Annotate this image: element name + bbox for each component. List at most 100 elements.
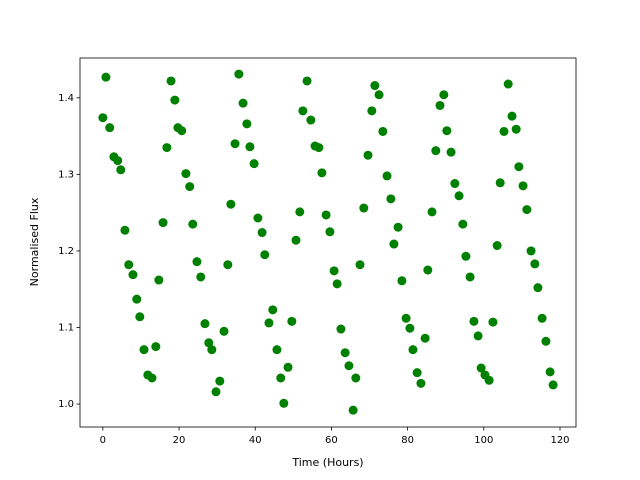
point: [545, 367, 555, 377]
point: [215, 376, 225, 386]
point: [124, 260, 134, 270]
point: [340, 348, 350, 358]
point: [393, 222, 403, 232]
point: [325, 227, 335, 237]
point: [147, 373, 157, 383]
point: [283, 362, 293, 372]
point: [211, 387, 221, 397]
point: [132, 294, 142, 304]
x-axis-label: Time (Hours): [291, 456, 363, 469]
point: [230, 139, 240, 149]
point: [401, 313, 411, 323]
point: [442, 126, 452, 136]
x-tick-label: 100: [474, 435, 493, 446]
point: [378, 126, 388, 136]
x-tick-label: 120: [550, 435, 569, 446]
point: [359, 203, 369, 213]
point: [101, 72, 111, 82]
point: [511, 124, 521, 134]
point: [499, 126, 509, 136]
point: [427, 207, 437, 217]
point: [336, 324, 346, 334]
point: [295, 207, 305, 217]
point: [154, 275, 164, 285]
point: [488, 317, 498, 327]
point: [196, 272, 206, 282]
point: [469, 316, 479, 326]
point: [105, 123, 115, 133]
point: [450, 179, 460, 189]
point: [139, 345, 149, 355]
point: [219, 326, 229, 336]
point: [492, 241, 502, 251]
point: [192, 257, 202, 267]
point: [272, 345, 282, 355]
point: [476, 363, 486, 373]
point: [435, 100, 445, 110]
point: [181, 169, 191, 179]
point: [158, 218, 168, 228]
point: [234, 69, 244, 79]
point: [507, 111, 517, 121]
point: [200, 319, 210, 329]
point: [298, 106, 308, 116]
point: [412, 368, 422, 378]
x-tick-label: 40: [249, 435, 262, 446]
point: [348, 405, 358, 415]
point: [386, 194, 396, 204]
point: [249, 159, 259, 169]
point: [253, 213, 263, 223]
point: [503, 79, 513, 89]
point: [548, 380, 558, 390]
point: [363, 150, 373, 160]
point: [302, 76, 312, 86]
point: [321, 210, 331, 220]
point: [242, 119, 252, 129]
y-tick-label: 1.1: [58, 322, 74, 333]
x-tick-label: 60: [325, 435, 338, 446]
point: [389, 239, 399, 249]
point: [355, 260, 365, 270]
point: [162, 143, 172, 153]
point: [223, 260, 233, 270]
point: [370, 81, 380, 91]
plot-frame: [79, 57, 577, 428]
point: [541, 336, 551, 346]
point: [374, 90, 384, 100]
point: [537, 313, 547, 323]
y-tick-label: 1.0: [58, 399, 74, 410]
point: [166, 76, 176, 86]
point: [420, 333, 430, 343]
point: [260, 250, 270, 260]
point: [351, 373, 361, 383]
y-tick-label: 1.3: [58, 169, 74, 180]
point: [405, 323, 415, 333]
point: [177, 126, 187, 136]
point: [367, 106, 377, 116]
point: [484, 375, 494, 385]
point: [120, 225, 130, 235]
point: [170, 95, 180, 105]
y-tick-label: 1.4: [58, 93, 74, 104]
point: [397, 276, 407, 286]
point: [526, 246, 536, 256]
point: [287, 316, 297, 326]
point: [279, 398, 289, 408]
point: [268, 305, 278, 315]
point: [332, 279, 342, 289]
point: [522, 205, 532, 215]
point: [238, 98, 248, 108]
point: [306, 115, 316, 125]
point: [431, 146, 441, 156]
point: [291, 235, 301, 245]
point: [454, 191, 464, 201]
x-tick-label: 80: [401, 435, 414, 446]
point: [439, 90, 449, 100]
point: [98, 113, 108, 123]
x-tick-label: 0: [100, 435, 106, 446]
point: [188, 219, 198, 229]
point: [151, 342, 161, 352]
point: [113, 156, 123, 166]
point: [264, 318, 274, 328]
